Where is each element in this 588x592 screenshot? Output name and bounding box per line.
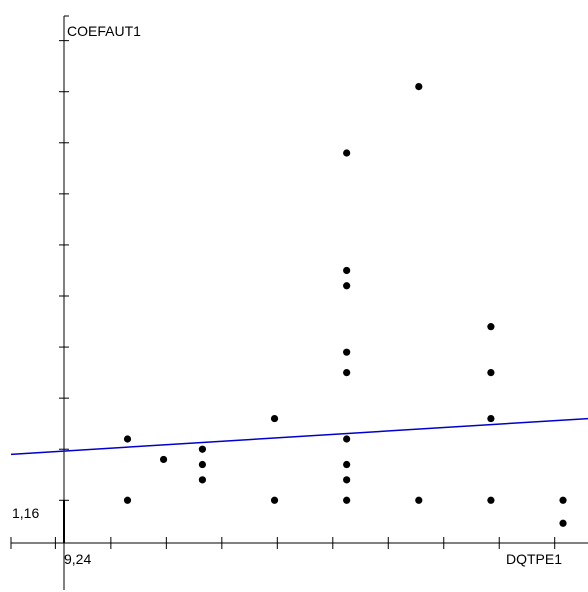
data-point: [343, 476, 351, 484]
data-point: [559, 519, 567, 527]
data-point: [343, 460, 351, 469]
regression-line: [10, 417, 588, 456]
x-origin-label: 9,24: [64, 551, 91, 567]
data-point: [270, 414, 279, 423]
data-point: [343, 282, 351, 290]
data-point: [343, 149, 351, 157]
data-point: [415, 496, 423, 504]
data-point: [487, 323, 495, 331]
data-point: [343, 435, 351, 443]
data-point: [343, 369, 351, 377]
data-point: [198, 445, 207, 453]
axis-labels: COEFAUT1 1,16 9,24 DQTPE1: [12, 23, 562, 567]
data-points: [123, 83, 567, 527]
data-point: [487, 369, 495, 377]
data-point: [343, 266, 351, 275]
data-point: [123, 435, 132, 443]
data-point: [487, 496, 495, 504]
data-point: [198, 476, 207, 484]
data-point: [559, 496, 567, 504]
data-point: [123, 496, 132, 504]
y-origin-label: 1,16: [12, 505, 39, 521]
x-axis-title: DQTPE1: [506, 551, 562, 567]
data-point: [343, 348, 351, 356]
regression-line-group: [10, 417, 588, 456]
data-point: [487, 414, 495, 423]
axes: [10, 15, 588, 590]
data-point: [198, 460, 207, 469]
data-point: [159, 455, 168, 464]
data-point: [270, 496, 279, 504]
data-point: [343, 496, 351, 504]
data-point: [415, 83, 423, 91]
y-axis-title: COEFAUT1: [67, 23, 141, 39]
